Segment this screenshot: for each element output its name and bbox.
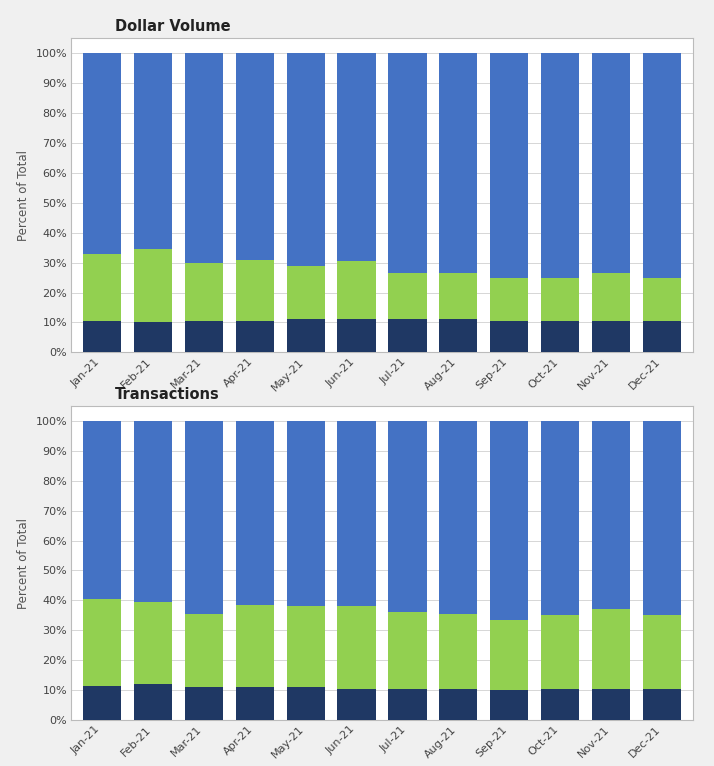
Bar	[388, 612, 426, 689]
Bar	[236, 421, 273, 605]
Bar	[286, 421, 325, 607]
Legend: ATS, Non-ATS OTC, Exchange: ATS, Non-ATS OTC, Exchange	[255, 456, 509, 478]
Bar	[236, 605, 273, 687]
Bar	[134, 249, 172, 322]
Bar	[236, 260, 273, 321]
Bar	[491, 421, 528, 620]
Bar	[134, 322, 172, 352]
Bar	[643, 615, 681, 689]
Bar	[541, 615, 579, 689]
Text: Transactions: Transactions	[115, 387, 220, 402]
Bar	[286, 319, 325, 352]
Bar	[134, 602, 172, 684]
Bar	[592, 273, 630, 321]
Bar	[185, 421, 223, 614]
Bar	[338, 421, 376, 607]
Bar	[643, 321, 681, 352]
Bar	[83, 254, 121, 321]
Bar	[185, 54, 223, 263]
Bar	[286, 54, 325, 266]
Bar	[491, 690, 528, 720]
Bar	[338, 54, 376, 261]
Bar	[236, 321, 273, 352]
Bar	[286, 607, 325, 687]
Bar	[439, 319, 478, 352]
Bar	[185, 687, 223, 720]
Text: Dollar Volume: Dollar Volume	[115, 19, 231, 34]
Bar	[388, 689, 426, 720]
Bar	[134, 421, 172, 602]
Bar	[643, 421, 681, 615]
Bar	[592, 54, 630, 273]
Bar	[439, 614, 478, 689]
Bar	[388, 319, 426, 352]
Bar	[185, 263, 223, 321]
Bar	[338, 607, 376, 689]
Bar	[236, 54, 273, 260]
Bar	[286, 687, 325, 720]
Bar	[541, 277, 579, 321]
Bar	[541, 321, 579, 352]
Bar	[643, 277, 681, 321]
Bar	[439, 273, 478, 319]
Bar	[592, 421, 630, 610]
Bar	[388, 54, 426, 273]
Bar	[439, 54, 478, 273]
Bar	[83, 54, 121, 254]
Bar	[541, 421, 579, 615]
Bar	[236, 687, 273, 720]
Bar	[338, 261, 376, 319]
Bar	[592, 689, 630, 720]
Bar	[134, 54, 172, 249]
Bar	[491, 277, 528, 321]
Bar	[491, 321, 528, 352]
Bar	[439, 689, 478, 720]
Bar	[185, 321, 223, 352]
Bar	[541, 54, 579, 277]
Bar	[439, 421, 478, 614]
Y-axis label: Percent of Total: Percent of Total	[17, 150, 30, 241]
Bar	[643, 689, 681, 720]
Bar	[185, 614, 223, 687]
Bar	[541, 689, 579, 720]
Bar	[338, 319, 376, 352]
Bar	[134, 684, 172, 720]
Y-axis label: Percent of Total: Percent of Total	[17, 518, 30, 608]
Bar	[286, 266, 325, 319]
Bar	[491, 54, 528, 277]
Bar	[83, 421, 121, 599]
Bar	[83, 321, 121, 352]
Bar	[83, 686, 121, 720]
Bar	[83, 599, 121, 686]
Bar	[592, 610, 630, 689]
Bar	[388, 273, 426, 319]
Bar	[388, 421, 426, 612]
Bar	[643, 54, 681, 277]
Bar	[491, 620, 528, 690]
Bar	[592, 321, 630, 352]
Bar	[338, 689, 376, 720]
